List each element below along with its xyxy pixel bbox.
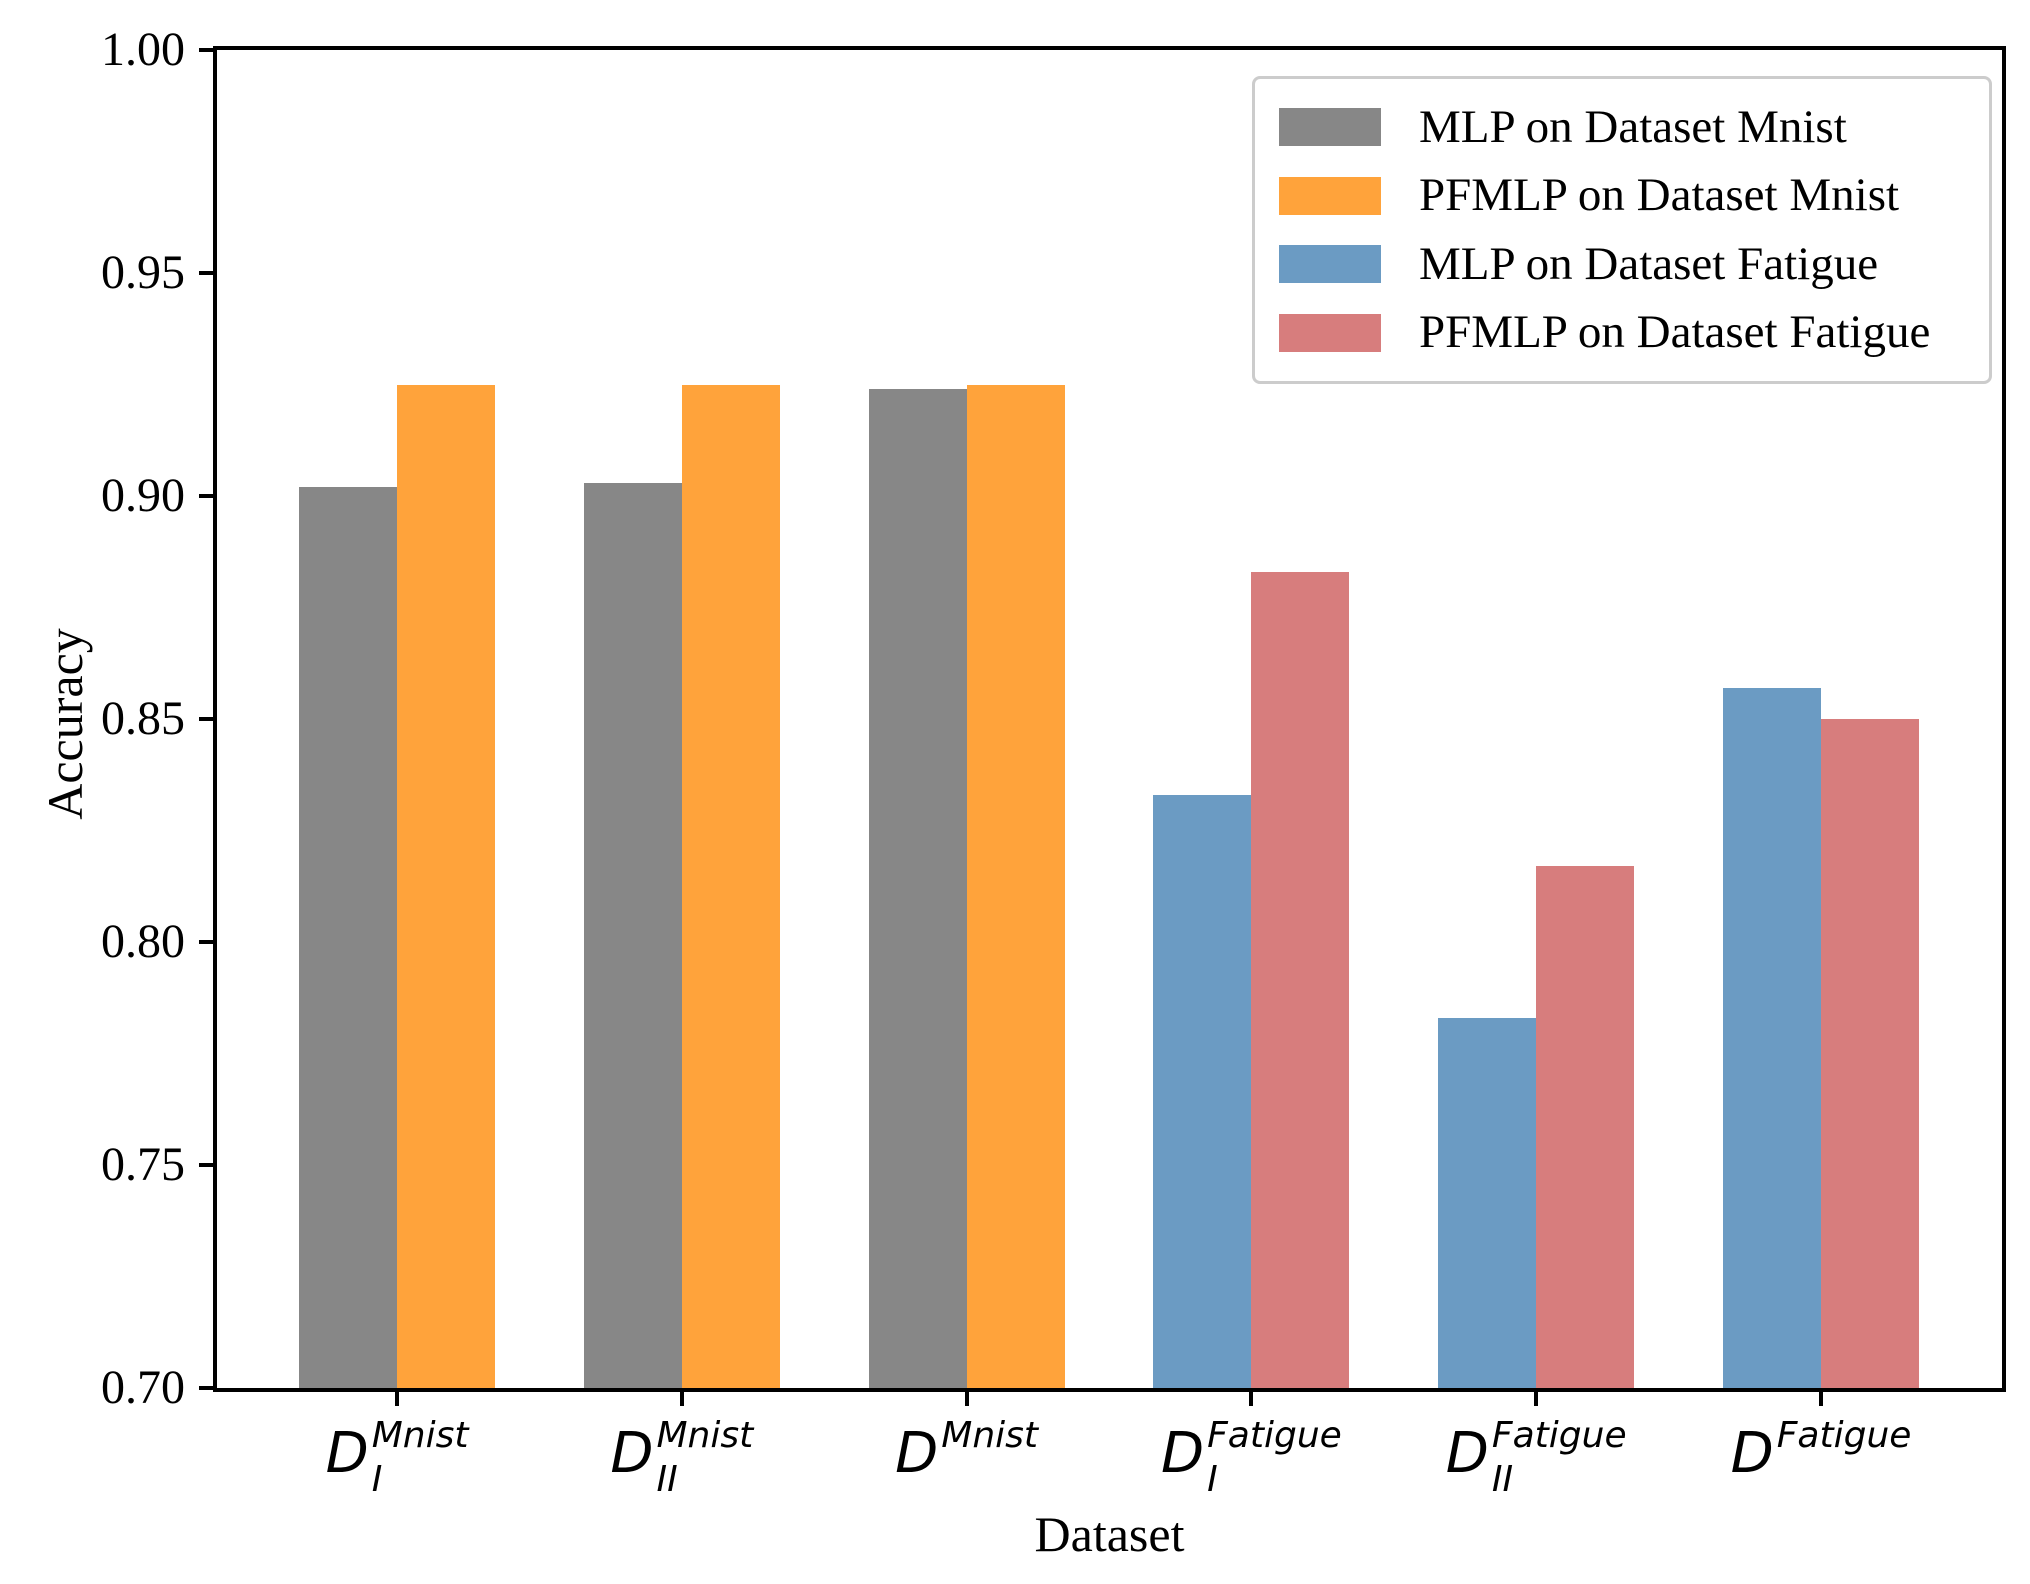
legend-item: MLP on Dataset Fatigue: [1279, 237, 1965, 290]
category-superscript: Fatigue: [1207, 1415, 1342, 1456]
y-tick-label: 0.80: [101, 915, 185, 968]
y-tick: [199, 1386, 217, 1390]
legend-label: PFMLP on Dataset Fatigue: [1419, 306, 1931, 359]
y-tick-label: 0.85: [101, 692, 185, 745]
bar: [681, 384, 780, 1388]
category-subscript: I: [371, 1459, 383, 1500]
x-tick: [1819, 1388, 1823, 1406]
legend-swatch: [1279, 245, 1381, 284]
category-scripts: Mnist: [941, 1418, 1038, 1498]
x-tick: [395, 1388, 399, 1406]
legend-label: MLP on Dataset Fatigue: [1419, 237, 1879, 290]
category-base: D: [1445, 1421, 1489, 1486]
bar: [1536, 866, 1635, 1388]
y-tick-label: 0.75: [101, 1138, 185, 1191]
y-tick: [199, 1163, 217, 1167]
legend-item: MLP on Dataset Mnist: [1279, 100, 1965, 153]
legend-item: PFMLP on Dataset Mnist: [1279, 172, 1965, 219]
legend-swatch: [1279, 313, 1381, 352]
category-superscript: Mnist: [941, 1415, 1039, 1456]
category-base: D: [325, 1421, 369, 1486]
y-tick: [199, 494, 217, 498]
category-subscript: II: [1491, 1459, 1514, 1500]
bar: [1153, 794, 1252, 1388]
category-subscript: II: [656, 1459, 678, 1500]
legend-swatch: [1279, 176, 1381, 215]
bar: [583, 482, 682, 1388]
x-tick-label: D Mnist I: [326, 1418, 469, 1498]
x-tick-label: D Fatigue: [1731, 1418, 1912, 1498]
bar: [397, 384, 495, 1388]
category-subscript: I: [1207, 1459, 1218, 1500]
category-subscript: [941, 1462, 1038, 1498]
x-tick: [679, 1388, 684, 1406]
category-scripts: Mnist I: [372, 1418, 469, 1498]
x-tick-label: D Fatigue I: [1161, 1418, 1342, 1498]
x-tick-label: D Mnist: [895, 1418, 1038, 1498]
category-scripts: Fatigue: [1777, 1418, 1912, 1498]
category-scripts: Fatigue II: [1492, 1418, 1627, 1498]
y-tick: [199, 48, 217, 52]
y-tick: [199, 940, 217, 944]
y-tick-label: 0.95: [101, 246, 185, 299]
bar: [1723, 687, 1821, 1388]
category-scripts: Mnist II: [656, 1418, 753, 1498]
legend-label: PFMLP on Dataset Mnist: [1419, 169, 1900, 222]
category-superscript: Fatigue: [1491, 1415, 1627, 1456]
category-base: D: [1160, 1421, 1205, 1486]
category-base: D: [1730, 1421, 1774, 1486]
category-subscript: [1777, 1462, 1912, 1498]
category-superscript: Mnist: [656, 1415, 754, 1456]
x-axis-label: Dataset: [1034, 1506, 1185, 1562]
y-tick: [199, 717, 217, 721]
category-base: D: [895, 1421, 939, 1486]
x-tick: [1249, 1388, 1254, 1406]
category-superscript: Mnist: [371, 1415, 469, 1456]
x-tick-label: D Fatigue II: [1446, 1418, 1627, 1498]
category-scripts: Fatigue I: [1207, 1418, 1342, 1498]
bar: [1438, 1017, 1537, 1388]
category-base: D: [610, 1421, 654, 1486]
legend-label: MLP on Dataset Mnist: [1419, 100, 1847, 153]
x-tick: [1534, 1388, 1539, 1406]
legend-item: PFMLP on Dataset Fatigue: [1279, 309, 1965, 356]
y-tick-label: 0.70: [101, 1361, 185, 1414]
bar: [1251, 571, 1350, 1388]
y-axis-label: Accuracy: [37, 628, 93, 820]
y-tick-label: 0.90: [101, 469, 185, 522]
bar: [868, 388, 967, 1388]
x-tick-label: D Mnist II: [610, 1418, 753, 1498]
category-superscript: Fatigue: [1776, 1415, 1912, 1456]
plot-inner: [217, 50, 2002, 1388]
legend-swatch: [1279, 108, 1381, 147]
bar: [966, 384, 1065, 1388]
y-tick-label: 1.00: [101, 23, 185, 76]
bar: [299, 487, 397, 1388]
x-tick: [964, 1388, 969, 1406]
legend: MLP on Dataset Mnist PFMLP on Dataset Mni…: [1252, 76, 1992, 384]
plot-area: [213, 46, 2006, 1392]
y-tick: [199, 271, 217, 275]
bar: [1821, 719, 1919, 1388]
